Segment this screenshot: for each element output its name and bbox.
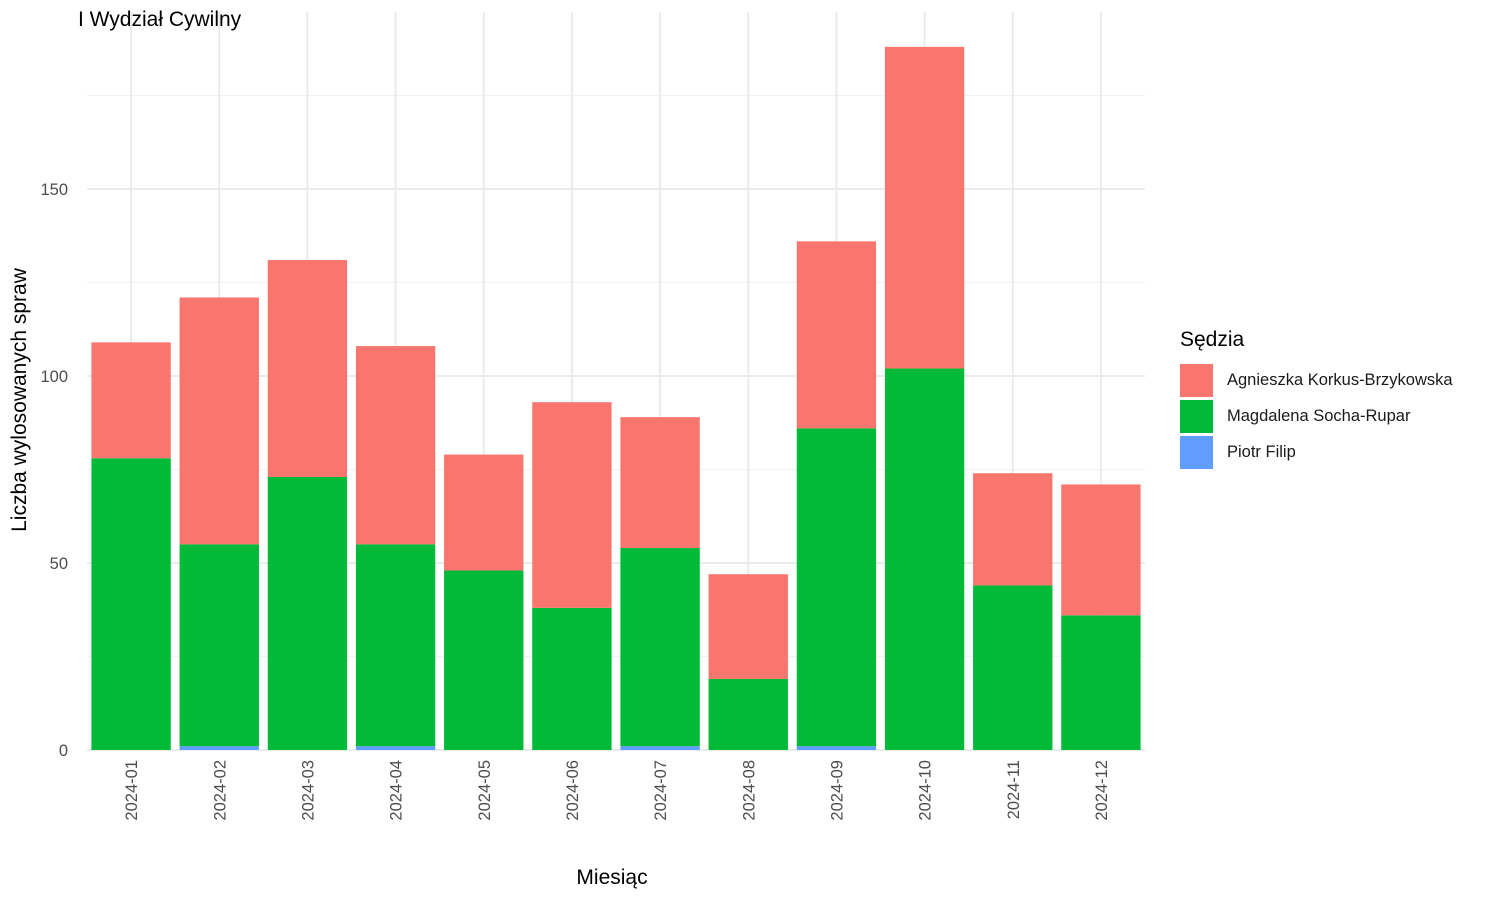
x-tick-label: 2024-02 (211, 760, 229, 821)
bar-segment (1061, 615, 1141, 750)
legend-item: Agnieszka Korkus-Brzykowska (1180, 362, 1453, 398)
bar-segment (884, 368, 965, 750)
legend-swatch (1180, 399, 1213, 433)
x-tick-label: 2024-12 (1093, 760, 1111, 821)
bar-segment (267, 260, 348, 477)
x-tick-label: 2024-11 (1005, 760, 1023, 819)
x-axis-title: Miesiąc (576, 866, 648, 889)
legend-label: Agnieszka Korkus-Brzykowska (1227, 370, 1453, 389)
x-tick-label: 2024-01 (123, 760, 141, 821)
legend-swatch (1180, 435, 1213, 469)
legend-label: Piotr Filip (1227, 442, 1296, 461)
legend-swatch (1180, 363, 1213, 397)
y-tick-label: 150 (40, 181, 68, 199)
bar-segment (620, 417, 700, 549)
bar-segment (355, 346, 436, 545)
bar-segment (179, 746, 259, 750)
bar-segment (884, 46, 965, 369)
bar-segment (355, 746, 436, 750)
bar-segment (91, 458, 171, 750)
bar-segment (532, 402, 612, 608)
bar-segment (708, 574, 788, 679)
bar-segment (179, 297, 259, 545)
x-tick-label: 2024-03 (299, 760, 317, 821)
bar-segment (620, 548, 700, 747)
legend-item: Piotr Filip (1180, 434, 1453, 470)
x-tick-label: 2024-08 (740, 760, 758, 821)
legend-label: Magdalena Socha-Rupar (1227, 406, 1411, 425)
bar-segment (973, 585, 1053, 750)
bar-segment (796, 428, 877, 747)
bar-segment (708, 678, 788, 750)
bar-segment (179, 544, 259, 747)
x-tick-label: 2024-04 (388, 760, 406, 821)
bar-segment (796, 746, 877, 750)
bar-segment (91, 342, 171, 459)
bar-segment (267, 476, 348, 750)
x-tick-label: 2024-10 (917, 760, 935, 821)
bar-segment (620, 746, 700, 750)
legend-title: Sędzia (1180, 328, 1245, 351)
x-tick-label: 2024-09 (828, 760, 846, 821)
bar-segment (355, 544, 436, 747)
x-tick-label: 2024-06 (564, 760, 582, 821)
x-tick-label: 2024-07 (652, 760, 670, 821)
x-tick-label: 2024-05 (476, 760, 494, 821)
bar-segment (1061, 484, 1141, 616)
y-tick-label: 0 (59, 742, 68, 760)
plot-title: I Wydział Cywilny (78, 8, 242, 31)
legend-item: Magdalena Socha-Rupar (1180, 398, 1453, 434)
bar-segment (444, 454, 524, 571)
bar-segment (796, 241, 877, 429)
bar-segment (444, 570, 524, 750)
bar-segment (973, 473, 1053, 586)
bar-segment (532, 607, 612, 750)
legend: Sędzia Agnieszka Korkus-Brzykowska Magda… (1180, 328, 1453, 470)
y-tick-label: 100 (40, 368, 68, 386)
y-tick-label: 50 (50, 555, 68, 573)
